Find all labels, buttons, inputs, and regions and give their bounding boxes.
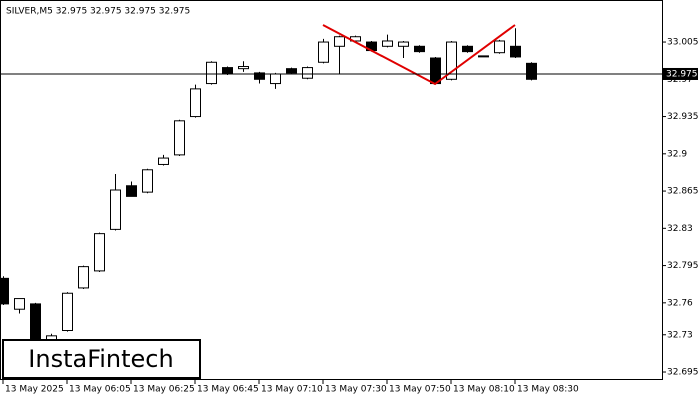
y-tick-label: 32.865 xyxy=(667,187,699,197)
candle-body xyxy=(62,292,73,332)
candle-body xyxy=(462,45,473,53)
candle-body xyxy=(526,62,537,80)
y-tick-label: 32.695 xyxy=(667,368,699,378)
candle-body xyxy=(270,73,281,85)
x-tick-label: 13 May 07:10 xyxy=(261,385,323,395)
y-tick-label: 33.005 xyxy=(667,38,699,48)
marks xyxy=(0,28,537,373)
candle-body xyxy=(318,41,329,63)
candle-body xyxy=(286,68,297,74)
pattern-line xyxy=(322,24,516,86)
y-tick-label: 32.83 xyxy=(667,224,693,234)
candle-body xyxy=(302,67,313,79)
y-tick-label: 32.935 xyxy=(667,112,699,122)
candle-body xyxy=(238,66,249,70)
plot-frame xyxy=(0,0,663,380)
candle-body xyxy=(414,45,425,53)
x-tick-label: 13 May 2025 xyxy=(5,385,64,395)
logo: InstaFintech xyxy=(28,345,173,373)
candle-body xyxy=(382,40,393,47)
x-tick-label: 13 May 06:25 xyxy=(133,385,195,395)
candle-body xyxy=(110,189,121,230)
candle-body xyxy=(94,233,105,272)
price-label-box xyxy=(662,67,698,80)
candle-body xyxy=(398,41,409,47)
candle-body xyxy=(478,55,489,58)
candle-body xyxy=(78,266,89,289)
x-tick-label: 13 May 08:30 xyxy=(517,385,579,395)
candle-body xyxy=(510,45,521,58)
x-tick-label: 13 May 08:10 xyxy=(453,385,515,395)
price-label: 32.975 xyxy=(666,69,698,79)
x-tick-label: 13 May 07:30 xyxy=(325,385,387,395)
candle-body xyxy=(254,72,265,80)
candle-body xyxy=(430,57,441,85)
x-tick-label: 13 May 07:50 xyxy=(389,385,451,395)
x-tick-label: 13 May 06:45 xyxy=(197,385,259,395)
x-tick-label: 13 May 06:05 xyxy=(69,385,131,395)
candle-body xyxy=(0,277,9,305)
y-tick-label: 32.9 xyxy=(667,149,687,159)
y-tick-label: 32.76 xyxy=(667,298,693,308)
candle-body xyxy=(222,67,233,75)
candle-body xyxy=(14,298,25,310)
logo-box xyxy=(2,339,201,379)
candle-body xyxy=(334,36,345,47)
chart-title: SILVER,M5 32.975 32.975 32.975 32.975 xyxy=(6,7,190,17)
y-tick-label: 32.795 xyxy=(667,261,699,271)
candle-body xyxy=(190,88,201,118)
candle-body xyxy=(446,41,457,80)
candle-body xyxy=(174,120,185,156)
candle-body xyxy=(494,40,505,54)
candle-body xyxy=(126,185,137,197)
candle-body xyxy=(158,157,169,165)
candle-body xyxy=(206,61,217,85)
y-tick-label: 32.73 xyxy=(667,330,693,340)
candle-body xyxy=(142,169,153,193)
